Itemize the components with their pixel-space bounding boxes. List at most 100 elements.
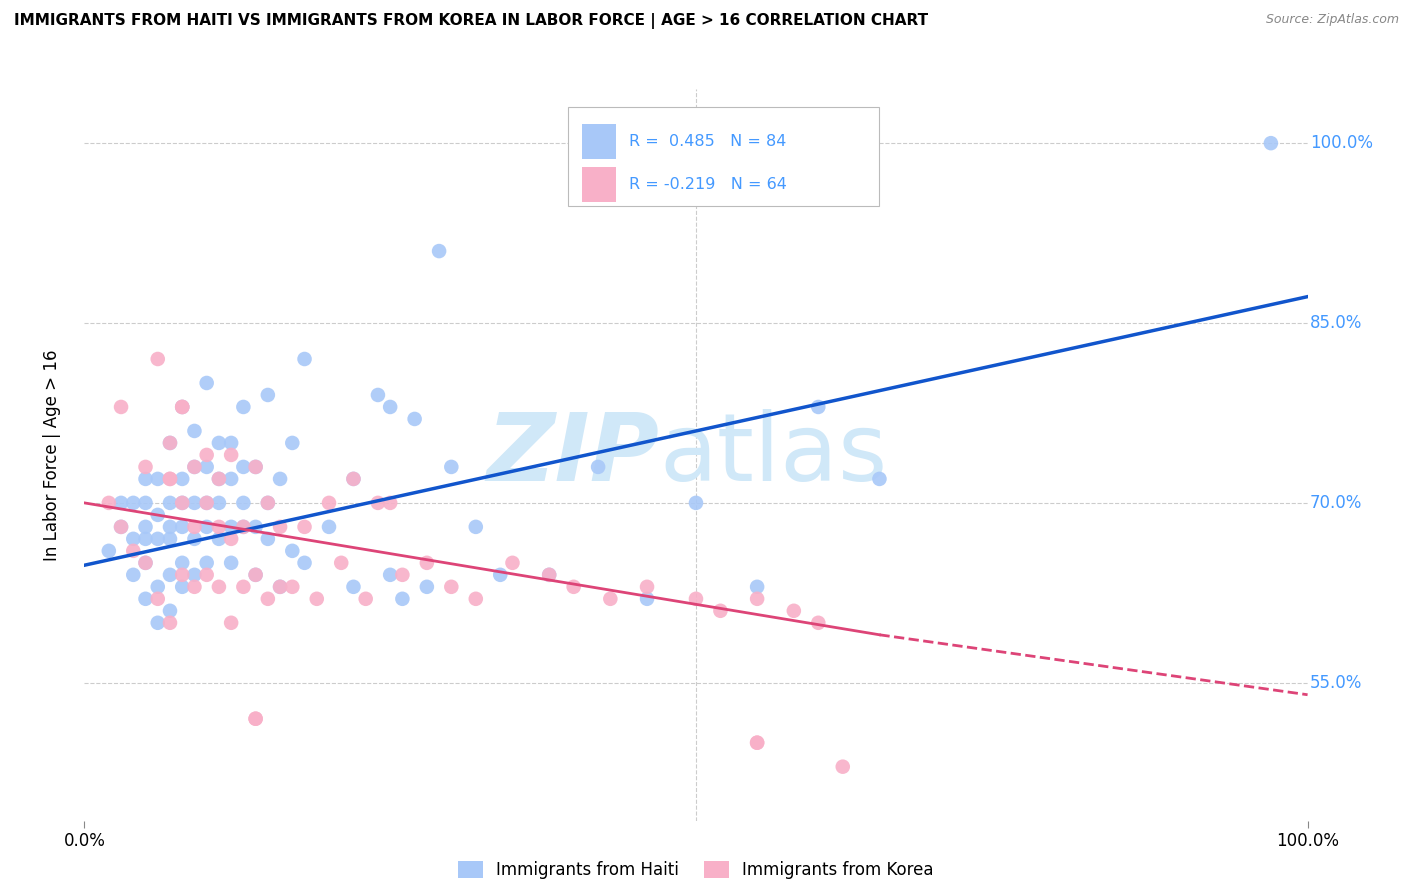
- Point: [110, 520, 132, 534]
- Point: [183, 580, 205, 594]
- Point: [159, 436, 181, 450]
- Point: [269, 472, 291, 486]
- Point: [195, 448, 218, 462]
- Point: [172, 580, 194, 594]
- Point: [219, 448, 242, 462]
- Point: [146, 532, 169, 546]
- Point: [257, 496, 280, 510]
- Text: R = -0.219   N = 64: R = -0.219 N = 64: [628, 177, 786, 192]
- Point: [110, 520, 132, 534]
- Text: Source: ZipAtlas.com: Source: ZipAtlas.com: [1265, 13, 1399, 27]
- Point: [354, 591, 377, 606]
- Point: [391, 591, 413, 606]
- Point: [538, 567, 561, 582]
- Point: [219, 520, 242, 534]
- Point: [685, 496, 707, 510]
- Point: [294, 556, 316, 570]
- Point: [146, 472, 169, 486]
- Point: [747, 736, 769, 750]
- Point: [172, 567, 194, 582]
- Point: [135, 472, 157, 486]
- Point: [159, 604, 181, 618]
- Point: [172, 496, 194, 510]
- Point: [195, 496, 218, 510]
- Bar: [568, 108, 880, 206]
- Text: 100.0%: 100.0%: [1310, 134, 1374, 153]
- Point: [208, 472, 231, 486]
- Point: [208, 472, 231, 486]
- Point: [208, 532, 231, 546]
- Point: [110, 496, 132, 510]
- Point: [245, 712, 267, 726]
- Point: [562, 580, 585, 594]
- Point: [245, 459, 267, 474]
- Point: [747, 580, 769, 594]
- Point: [380, 496, 402, 510]
- Point: [257, 388, 280, 402]
- Point: [538, 567, 561, 582]
- Point: [195, 459, 218, 474]
- Point: [245, 712, 267, 726]
- Point: [269, 580, 291, 594]
- Point: [172, 400, 194, 414]
- Point: [135, 556, 157, 570]
- Point: [489, 567, 512, 582]
- Point: [172, 472, 194, 486]
- Point: [208, 580, 231, 594]
- Point: [135, 556, 157, 570]
- Point: [404, 412, 426, 426]
- Point: [146, 580, 169, 594]
- Point: [440, 580, 463, 594]
- Point: [380, 400, 402, 414]
- Point: [135, 520, 157, 534]
- Point: [416, 580, 439, 594]
- Point: [747, 736, 769, 750]
- Point: [869, 472, 891, 486]
- Point: [219, 556, 242, 570]
- Point: [183, 459, 205, 474]
- Point: [685, 591, 707, 606]
- Point: [257, 532, 280, 546]
- Point: [281, 436, 304, 450]
- Text: R =  0.485   N = 84: R = 0.485 N = 84: [628, 135, 786, 149]
- Text: ZIP: ZIP: [486, 409, 659, 501]
- Point: [172, 496, 194, 510]
- Text: 55.0%: 55.0%: [1310, 673, 1362, 691]
- Point: [172, 556, 194, 570]
- Point: [245, 459, 267, 474]
- Point: [427, 244, 450, 258]
- Point: [636, 591, 658, 606]
- Point: [257, 591, 280, 606]
- Point: [391, 567, 413, 582]
- Point: [747, 591, 769, 606]
- Point: [232, 520, 254, 534]
- Point: [464, 591, 486, 606]
- Point: [195, 496, 218, 510]
- Point: [219, 472, 242, 486]
- Point: [159, 520, 181, 534]
- Point: [586, 459, 609, 474]
- Point: [281, 580, 304, 594]
- Bar: [582, 124, 616, 160]
- Point: [183, 424, 205, 438]
- Point: [257, 496, 280, 510]
- Point: [122, 544, 145, 558]
- Text: IMMIGRANTS FROM HAITI VS IMMIGRANTS FROM KOREA IN LABOR FORCE | AGE > 16 CORRELA: IMMIGRANTS FROM HAITI VS IMMIGRANTS FROM…: [14, 13, 928, 29]
- Point: [305, 591, 328, 606]
- Point: [159, 472, 181, 486]
- Point: [135, 532, 157, 546]
- Point: [183, 532, 205, 546]
- Point: [269, 580, 291, 594]
- Point: [599, 591, 621, 606]
- Point: [281, 544, 304, 558]
- Point: [219, 615, 242, 630]
- Point: [831, 760, 853, 774]
- Point: [318, 520, 340, 534]
- Point: [135, 496, 157, 510]
- Point: [135, 591, 157, 606]
- Point: [232, 580, 254, 594]
- Point: [318, 496, 340, 510]
- Point: [183, 496, 205, 510]
- Point: [219, 532, 242, 546]
- Point: [146, 508, 169, 522]
